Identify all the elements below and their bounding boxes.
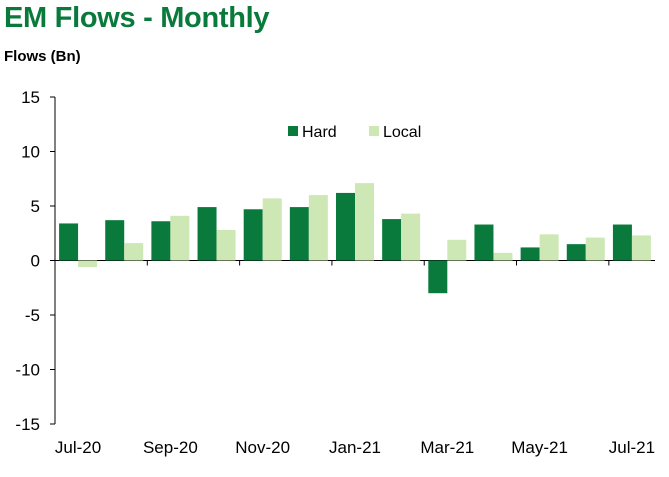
bar-local-nov-20	[262, 198, 282, 261]
bar-hard-aug-20	[105, 220, 125, 261]
y-tick-label: 5	[31, 197, 40, 216]
bar-local-dec-20	[308, 195, 328, 261]
bar-hard-jul-21	[612, 224, 632, 261]
bar-local-feb-21	[401, 213, 421, 261]
x-tick-label: Sep-20	[143, 438, 198, 457]
y-axis-label: Flows (Bn)	[4, 48, 81, 65]
x-tick-label: Jul-21	[609, 438, 655, 457]
y-tick-label: -5	[25, 306, 40, 325]
bar-hard-nov-20	[243, 209, 263, 261]
bar-local-jun-21	[585, 237, 605, 261]
x-tick-label: Jul-20	[55, 438, 101, 457]
legend-label-local: Local	[383, 124, 421, 141]
bar-hard-oct-20	[197, 207, 217, 261]
bar-local-jul-21	[631, 235, 651, 261]
bar-local-aug-20	[124, 243, 144, 261]
bar-hard-may-21	[520, 247, 540, 261]
bar-hard-apr-21	[474, 224, 494, 261]
legend-label-hard: Hard	[302, 124, 337, 141]
y-tick-label: -15	[15, 415, 40, 434]
legend-swatch-local	[369, 126, 379, 136]
y-tick-label: 15	[21, 88, 40, 107]
bar-local-jan-21	[355, 183, 374, 261]
bar-hard-jan-21	[336, 192, 355, 261]
bar-local-jul-20	[78, 260, 98, 268]
y-tick-label: 10	[21, 143, 40, 162]
bar-hard-mar-21	[428, 260, 448, 294]
bar-local-sep-20	[170, 215, 190, 261]
x-tick-label: Nov-20	[235, 438, 290, 457]
x-tick-label: Mar-21	[420, 438, 474, 457]
bar-local-mar-21	[447, 239, 467, 261]
bar-hard-jun-21	[566, 244, 586, 261]
bar-local-oct-20	[216, 229, 236, 261]
x-tick-label: May-21	[511, 438, 568, 457]
bar-local-may-21	[539, 234, 559, 261]
bar-hard-jul-20	[59, 223, 79, 261]
y-tick-label: 0	[31, 252, 40, 271]
bar-hard-sep-20	[151, 221, 171, 261]
chart-title: EM Flows - Monthly	[4, 2, 270, 34]
bar-hard-dec-20	[289, 207, 309, 261]
legend-swatch-hard	[288, 126, 298, 136]
bar-local-apr-21	[493, 252, 513, 261]
x-tick-label: Jan-21	[329, 438, 381, 457]
bar-hard-feb-21	[382, 219, 402, 261]
y-tick-label: -10	[15, 361, 40, 380]
